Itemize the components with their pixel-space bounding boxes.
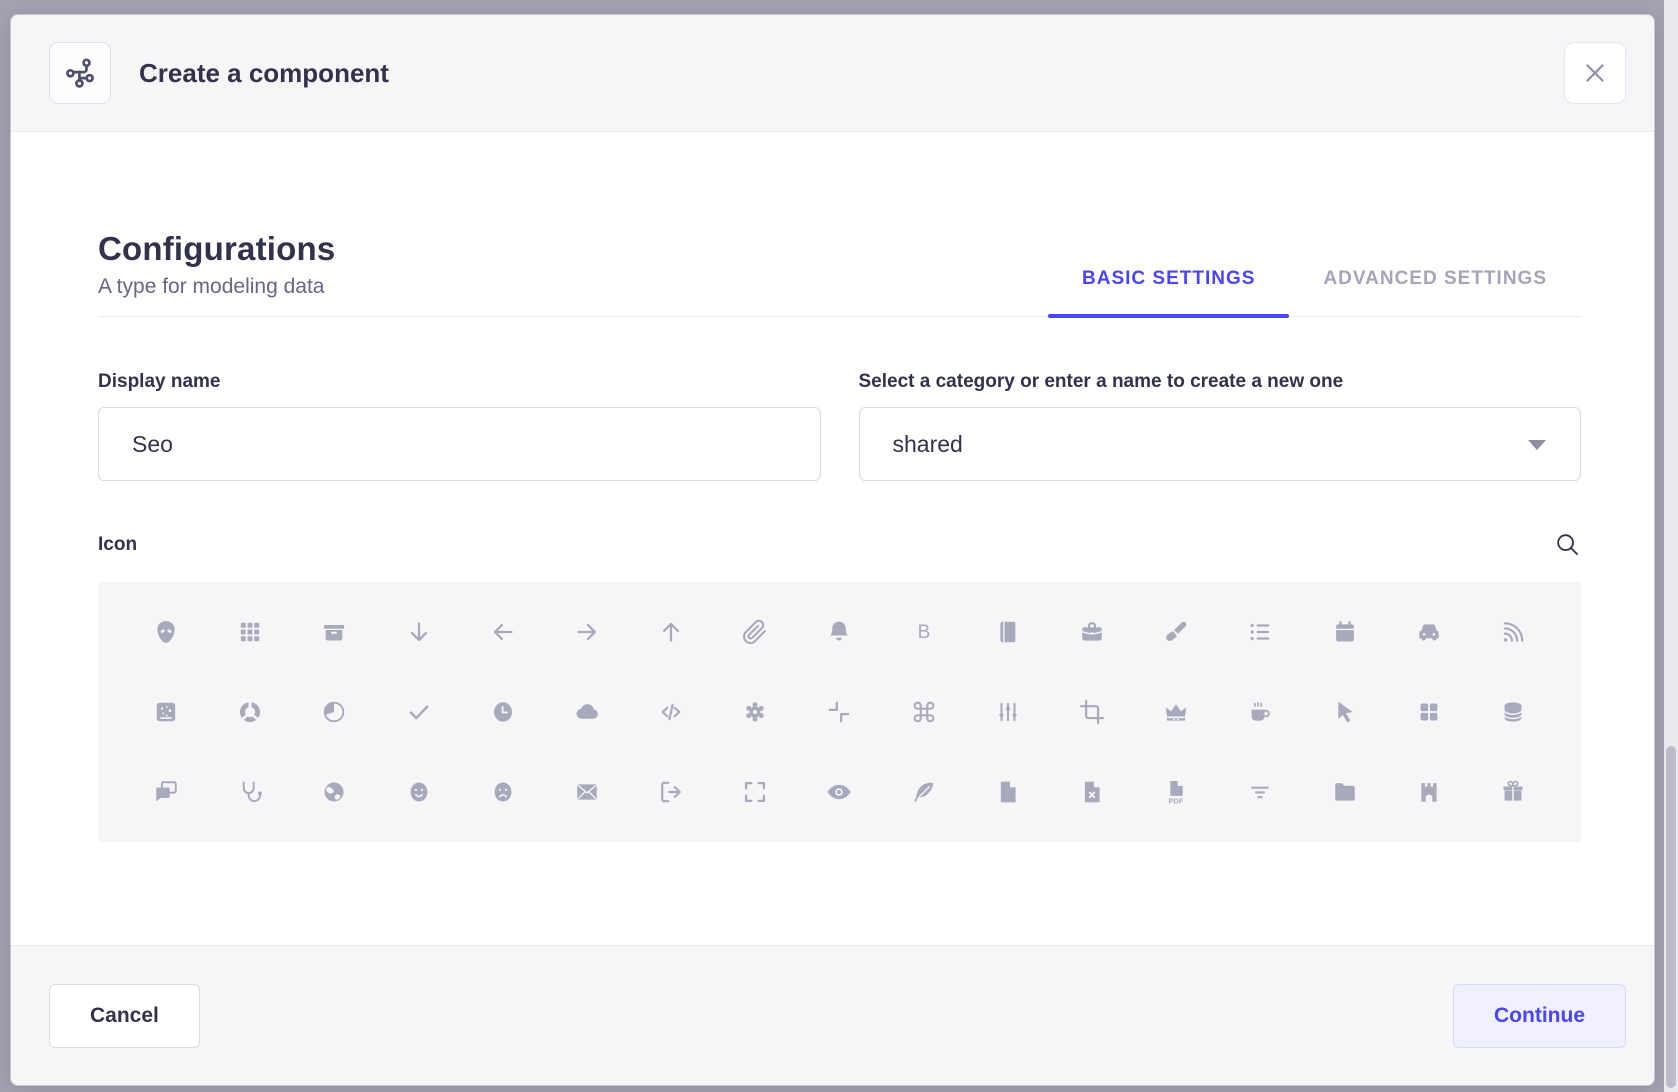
file-pdf-icon[interactable]: PDF	[1134, 752, 1218, 832]
feather-icon[interactable]	[882, 752, 966, 832]
check-icon[interactable]	[377, 672, 461, 752]
settings-tabs: BASIC SETTINGS ADVANCED SETTINGS	[1048, 268, 1581, 318]
svg-text:B: B	[917, 622, 930, 643]
active-tab-indicator	[1048, 314, 1290, 318]
emotion-unhappy-icon[interactable]	[461, 752, 545, 832]
modal-footer: Cancel Continue	[11, 945, 1654, 1085]
command-icon[interactable]	[882, 672, 966, 752]
cog-icon[interactable]	[713, 672, 797, 752]
calendar-icon[interactable]	[1302, 592, 1386, 672]
gate-icon[interactable]	[1387, 752, 1471, 832]
cloud-icon[interactable]	[545, 672, 629, 752]
arrow-up-icon[interactable]	[629, 592, 713, 672]
car-icon[interactable]	[1387, 592, 1471, 672]
gift-icon[interactable]	[1471, 752, 1555, 832]
icon-grid: B PDF	[98, 582, 1581, 842]
collapse-icon[interactable]	[797, 672, 881, 752]
search-button[interactable]	[1554, 531, 1581, 558]
component-icon	[49, 42, 111, 104]
crown-icon[interactable]	[1134, 672, 1218, 752]
discuss-icon[interactable]	[124, 752, 208, 832]
cursor-icon[interactable]	[1302, 672, 1386, 752]
icon-picker-section: Icon B PDF	[98, 531, 1581, 842]
earth-icon[interactable]	[292, 752, 376, 832]
form-fields: Display name Select a category or enter …	[98, 371, 1581, 481]
tab-basic-settings[interactable]: BASIC SETTINGS	[1048, 268, 1290, 318]
modal-title: Create a component	[139, 57, 389, 88]
chart-pie-icon[interactable]	[292, 672, 376, 752]
envelop-icon[interactable]	[545, 752, 629, 832]
bullet-list-icon[interactable]	[1218, 592, 1302, 672]
continue-button[interactable]: Continue	[1453, 983, 1626, 1048]
page-title: Configurations	[98, 230, 336, 267]
alien-icon[interactable]	[124, 592, 208, 672]
svg-text:PDF: PDF	[1169, 796, 1184, 805]
expand-icon[interactable]	[713, 752, 797, 832]
icon-picker-label: Icon	[98, 533, 138, 555]
create-component-modal: Create a component Configurations A type…	[10, 14, 1655, 1086]
close-button[interactable]	[1564, 42, 1626, 104]
heading-block: Configurations A type for modeling data	[98, 232, 335, 316]
category-select[interactable]: shared	[858, 407, 1581, 481]
scrollbar-thumb[interactable]	[1666, 746, 1676, 1088]
bell-icon[interactable]	[797, 592, 881, 672]
emotion-happy-icon[interactable]	[377, 752, 461, 832]
doctor-icon[interactable]	[208, 752, 292, 832]
arrow-left-icon[interactable]	[461, 592, 545, 672]
exit-icon[interactable]	[629, 752, 713, 832]
arrow-right-icon[interactable]	[545, 592, 629, 672]
category-select-value: shared	[892, 430, 963, 457]
category-field-group: Select a category or enter a name to cre…	[858, 371, 1581, 481]
briefcase-icon[interactable]	[1050, 592, 1134, 672]
attachment-icon[interactable]	[713, 592, 797, 672]
modal-body: Configurations A type for modeling data …	[11, 132, 1654, 945]
close-icon	[1582, 60, 1608, 86]
folder-icon[interactable]	[1302, 752, 1386, 832]
cup-icon[interactable]	[1218, 672, 1302, 752]
page-subtitle: A type for modeling data	[98, 275, 325, 298]
display-name-label: Display name	[98, 371, 221, 392]
cancel-button[interactable]: Cancel	[49, 983, 200, 1048]
filter-icon[interactable]	[1218, 752, 1302, 832]
modal-header: Create a component	[11, 15, 1654, 132]
heading-row: Configurations A type for modeling data …	[98, 232, 1581, 318]
display-name-field-group: Display name	[98, 371, 821, 481]
chevron-down-icon	[1528, 440, 1546, 450]
file-icon[interactable]	[966, 752, 1050, 832]
arrow-down-icon[interactable]	[377, 592, 461, 672]
eye-icon[interactable]	[797, 752, 881, 832]
chart-bubble-icon[interactable]	[124, 672, 208, 752]
dashboard-icon[interactable]	[1387, 672, 1471, 752]
category-label: Select a category or enter a name to cre…	[858, 371, 1344, 392]
archive-icon[interactable]	[292, 592, 376, 672]
crop-icon[interactable]	[1050, 672, 1134, 752]
bold-icon[interactable]: B	[882, 592, 966, 672]
tab-advanced-settings[interactable]: ADVANCED SETTINGS	[1289, 268, 1581, 316]
apps-icon[interactable]	[208, 592, 292, 672]
icon-picker-header: Icon	[98, 531, 1581, 558]
chart-circle-icon[interactable]	[208, 672, 292, 752]
connector-icon[interactable]	[966, 672, 1050, 752]
brush-icon[interactable]	[1134, 592, 1218, 672]
scrollbar[interactable]	[1664, 0, 1678, 1092]
code-icon[interactable]	[629, 672, 713, 752]
display-name-input[interactable]	[98, 407, 821, 481]
cast-icon[interactable]	[1471, 592, 1555, 672]
database-icon[interactable]	[1471, 672, 1555, 752]
file-error-icon[interactable]	[1050, 752, 1134, 832]
search-icon	[1554, 531, 1581, 558]
book-icon[interactable]	[966, 592, 1050, 672]
clock-icon[interactable]	[461, 672, 545, 752]
